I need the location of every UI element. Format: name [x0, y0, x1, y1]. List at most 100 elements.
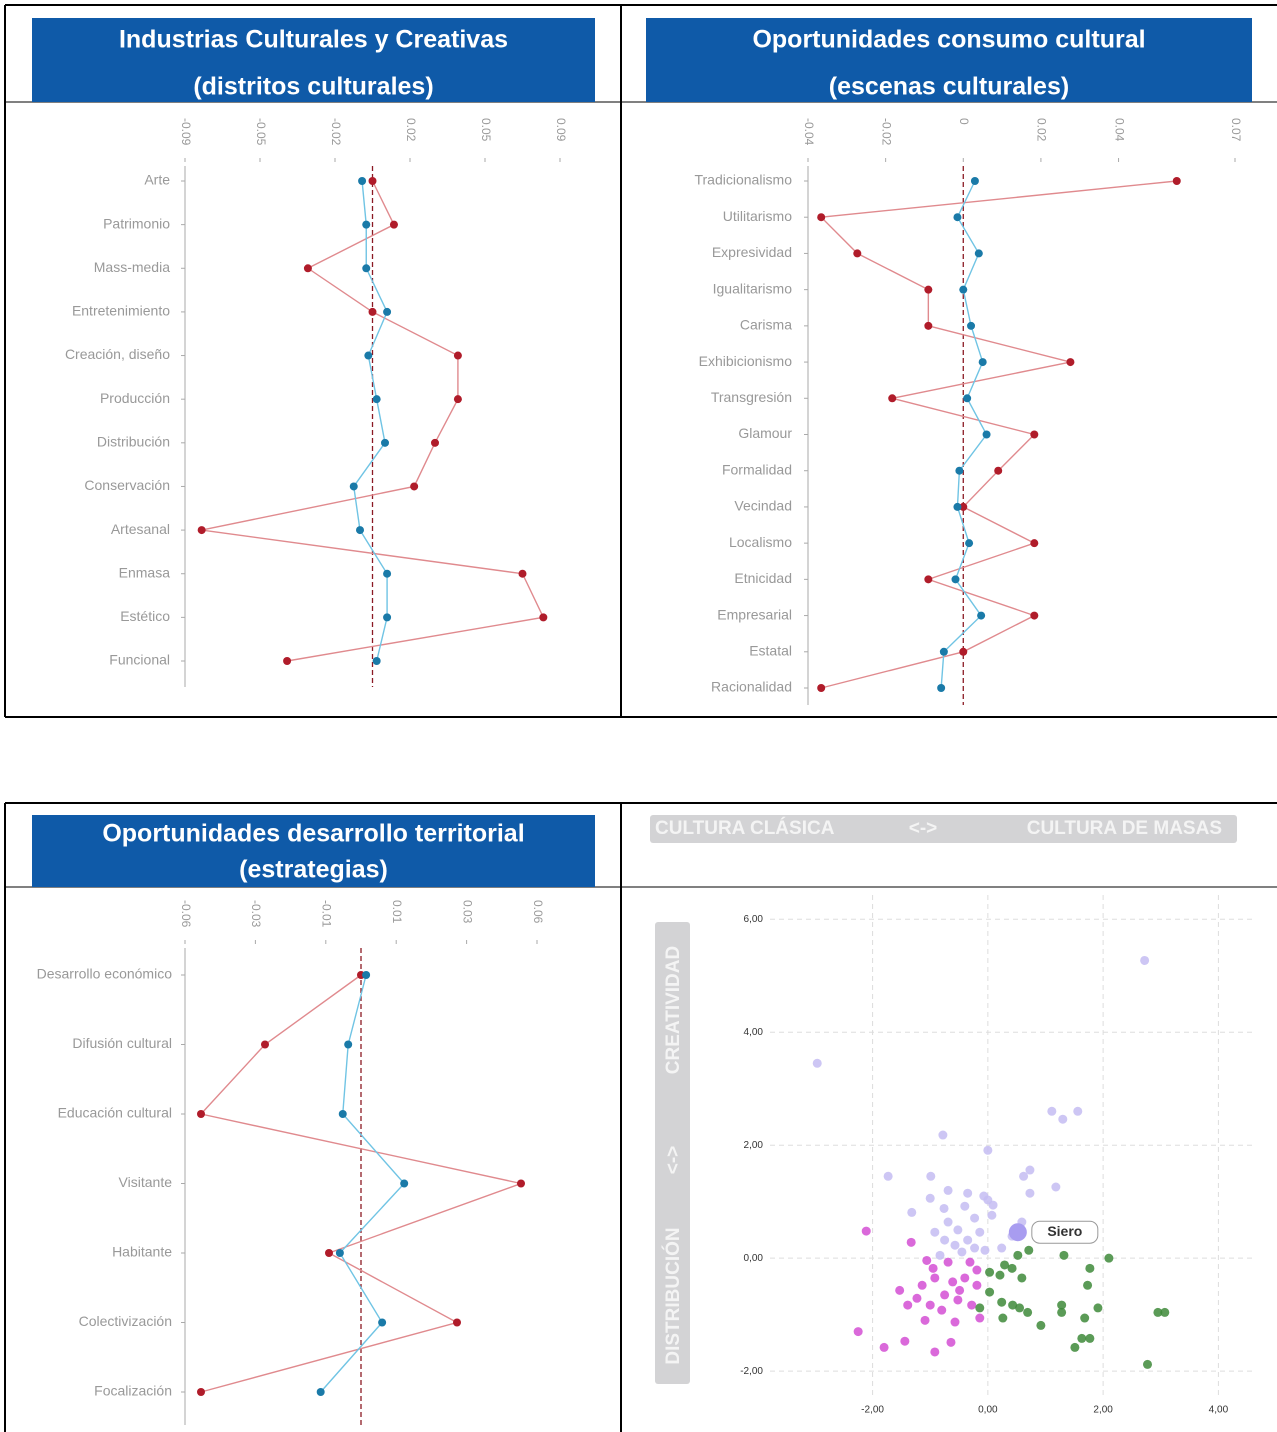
point: [900, 1336, 910, 1346]
point: [953, 502, 962, 511]
point: [1019, 1171, 1029, 1181]
x-tick-label: -0.06: [179, 900, 193, 928]
x-tick-label: 2,00: [1093, 1405, 1113, 1416]
point: [939, 1203, 949, 1213]
header-box: [646, 18, 1252, 102]
point: [344, 1040, 353, 1049]
point: [937, 684, 946, 692]
series-line: [201, 180, 545, 662]
point: [935, 1250, 945, 1260]
category-label: Formalidad: [722, 461, 792, 477]
point: [1143, 1359, 1153, 1369]
x-tick-label: -2,00: [861, 1405, 884, 1416]
point: [943, 1185, 953, 1195]
point: [1000, 1260, 1010, 1270]
point: [817, 684, 826, 692]
point: [963, 1188, 973, 1198]
category-label: Estético: [120, 608, 170, 624]
series-line: [320, 974, 406, 1393]
point: [903, 1300, 913, 1310]
point: [1025, 1165, 1035, 1175]
point: [912, 1293, 922, 1303]
category-label: Localismo: [729, 534, 792, 550]
category-label: Educación cultural: [58, 1105, 172, 1121]
point: [970, 1243, 980, 1253]
point: [364, 351, 373, 360]
axis-title: CULTURA CLÁSICA: [655, 817, 835, 839]
point: [1080, 1313, 1090, 1323]
point: [938, 1130, 948, 1140]
point: [372, 395, 381, 404]
point: [970, 1213, 980, 1223]
point: [943, 1257, 953, 1267]
point: [998, 1313, 1008, 1323]
point: [950, 1317, 960, 1327]
y-tick-label: 0,00: [744, 1253, 764, 1264]
category-label: Patrimonio: [103, 215, 170, 231]
series-line: [819, 180, 1177, 689]
point: [1077, 1333, 1087, 1343]
category-label: Visitante: [119, 1174, 173, 1190]
x-tick-label: -0.05: [254, 118, 268, 146]
point: [1085, 1263, 1095, 1273]
category-label: Exhibicionismo: [699, 353, 793, 369]
axis-title: <->: [663, 1146, 684, 1175]
point: [1007, 1263, 1017, 1273]
point: [978, 358, 987, 367]
category-label: Habitante: [112, 1244, 172, 1260]
point: [1140, 955, 1150, 965]
point: [316, 1388, 325, 1396]
point: [967, 1300, 977, 1310]
point: [1058, 1114, 1068, 1124]
category-label: Expresividad: [712, 244, 792, 260]
point: [335, 1249, 344, 1257]
point: [926, 1171, 936, 1181]
point: [817, 213, 826, 222]
point: [197, 1110, 205, 1118]
category-label: Producción: [100, 390, 170, 406]
point: [967, 321, 976, 330]
point: [362, 264, 371, 273]
point: [453, 351, 462, 360]
point: [985, 1267, 995, 1277]
x-tick-label: -0.04: [802, 118, 816, 146]
point: [197, 526, 206, 535]
point: [988, 1200, 998, 1210]
axis-title: <->: [909, 818, 938, 839]
point: [1024, 1245, 1034, 1255]
point: [853, 249, 862, 258]
point: [975, 1303, 985, 1313]
point: [939, 647, 948, 656]
point: [1023, 1307, 1033, 1317]
axis-title: CREATIVIDAD: [663, 946, 684, 1074]
category-label: Funcional: [109, 652, 170, 668]
point: [1059, 1250, 1069, 1260]
axis-title: DISTRIBUCIÓN: [662, 1227, 684, 1364]
x-tick-label: -0.09: [179, 118, 193, 146]
point: [389, 220, 398, 229]
point: [1066, 358, 1075, 367]
point: [955, 1285, 965, 1295]
point: [368, 307, 377, 316]
axis-title: CULTURA DE MASAS: [1027, 818, 1222, 839]
point: [1030, 539, 1039, 548]
point: [378, 1318, 387, 1327]
chart-title: Industrias Culturales y Creativas: [119, 26, 508, 54]
category-label: Transgresión: [711, 389, 792, 405]
point: [957, 1247, 967, 1257]
x-tick-label: 0.09: [554, 118, 568, 142]
point: [1057, 1300, 1067, 1310]
point: [982, 430, 991, 439]
point: [1051, 1182, 1061, 1192]
category-label: Carisma: [740, 317, 792, 333]
point: [261, 1040, 269, 1049]
point: [358, 177, 367, 185]
chart-title: Oportunidades desarrollo territorial: [102, 820, 524, 848]
point: [362, 220, 371, 229]
point: [977, 611, 986, 620]
point: [518, 569, 527, 578]
point: [963, 394, 972, 403]
category-label: Etnicidad: [734, 570, 792, 586]
point: [349, 482, 358, 491]
